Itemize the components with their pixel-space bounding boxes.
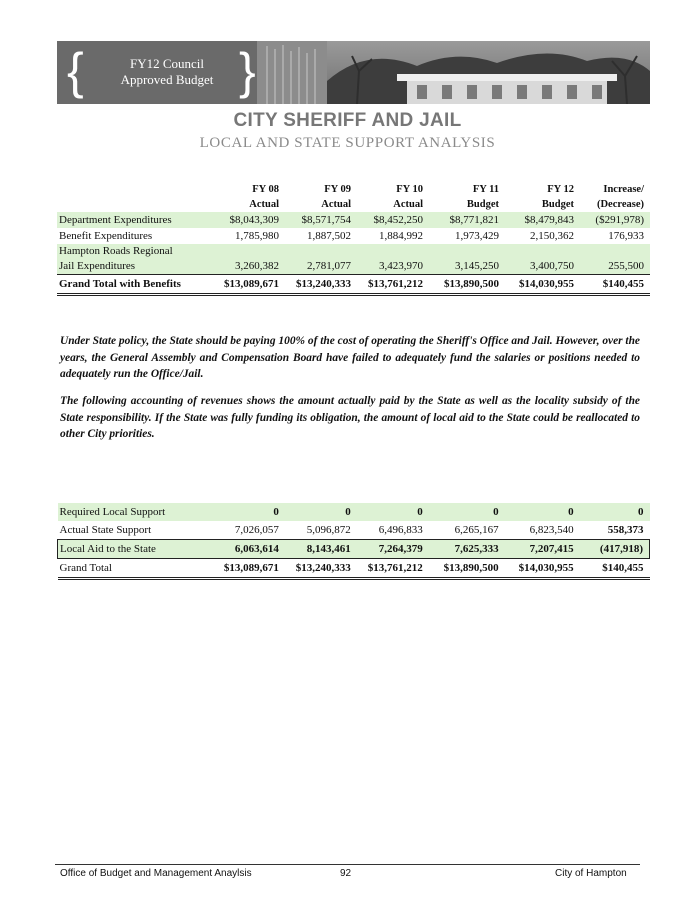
row-label: Grand Total with Benefits [57,274,205,296]
table-cell: $8,452,250 [357,212,429,228]
column-header: FY 12 Budget [541,184,574,210]
footer-office: Office of Budget and Management Anaylsis [60,868,252,879]
table-cell: $14,030,955 [504,558,580,580]
table-cell: 0 [428,503,505,521]
table-cell: 3,260,382 [205,258,285,275]
column-header: FY 08 Actual [249,184,279,210]
table-cell: $8,571,754 [285,212,357,228]
courthouse-photo [257,41,650,104]
table-cell: 1,884,992 [379,230,423,242]
table-cell: $13,761,212 [357,274,429,296]
table-cell: $14,030,955 [505,274,580,296]
table-cell: 7,026,057 [234,524,279,536]
table-cell: 2,781,077 [285,258,357,275]
table-cell: $140,455 [579,558,650,580]
table-cell: 1,887,502 [307,230,351,242]
banner-title: FY12 Council Approved Budget [97,56,237,88]
column-header: FY 11 Budget [466,184,499,210]
table-cell: 0 [504,503,580,521]
column-header: Increase/(Decrease) [596,184,644,210]
table-cell: 7,207,415 [504,539,580,559]
table-row: Required Local Support 0 0 0 0 0 0 [57,503,650,521]
header-banner: { FY12 Council Approved Budget } [57,41,650,104]
table-cell: 176,933 [608,230,644,242]
row-label: Jail Expenditures [57,258,205,275]
row-label: Required Local Support [57,503,205,521]
row-label: Department Expenditures [57,212,205,228]
table-cell: (417,918) [579,539,650,559]
table-cell: 2,150,362 [530,230,574,242]
banner-line-1: FY12 Council [129,56,205,71]
local-aid-row: Local Aid to the State 6,063,614 8,143,4… [56,539,650,559]
table-cell: 0 [204,503,285,521]
table-cell: ($291,978) [580,212,650,228]
table-cell: $13,890,500 [429,274,505,296]
table-cell: 8,143,461 [284,539,357,559]
table-cell: $13,089,671 [204,558,285,580]
left-brace-icon: { [67,43,84,99]
table-row: Hampton Roads Regional [57,244,650,258]
column-header: FY 10 Actual [393,184,423,210]
table-cell: 5,096,872 [306,524,351,536]
column-header: FY 09 Actual [321,184,351,210]
table-cell: $13,240,333 [284,558,357,580]
table-cell: 0 [579,503,650,521]
table-cell: $140,455 [580,274,650,296]
table-cell: $13,240,333 [285,274,357,296]
table-cell: 6,063,614 [204,539,285,559]
table-cell: 1,785,980 [235,230,279,242]
right-brace-icon: } [239,43,256,99]
table-cell: 7,625,333 [428,539,505,559]
footer-city: City of Hampton [555,868,627,879]
table-cell: 0 [284,503,357,521]
banner-line-2: Approved Budget [120,72,214,87]
page-number: 92 [340,868,352,879]
table-cell: 558,373 [607,524,644,536]
page-title: CITY SHERIFF AND JAIL [233,110,462,131]
table-cell: 6,823,540 [529,524,574,536]
accounting-paragraph: The following accounting of revenues sho… [60,395,640,440]
row-label: Actual State Support [59,524,152,536]
table-cell: 255,500 [580,258,650,275]
grand-total-row: Grand Total $13,089,671 $13,240,333 $13,… [57,558,650,580]
table-cell: 6,265,167 [454,524,499,536]
table-row: Actual State Support 7,026,057 5,096,872… [58,521,650,540]
grand-total-row: Grand Total with Benefits $13,089,671 $1… [57,274,650,296]
table-cell: 1,973,429 [455,230,499,242]
table-cell: 3,400,750 [505,258,580,275]
table-cell: $13,761,212 [356,558,429,580]
expenditure-table: FY 08 Actual FY 09 Actual FY 10 Actual FY 1… [57,182,650,296]
table-cell: $8,771,821 [429,212,505,228]
table-cell: $13,890,500 [428,558,505,580]
table-row: Benefit Expenditures 1,785,980 1,887,502… [57,228,650,244]
table-cell: $13,089,671 [205,274,285,296]
row-label: Grand Total [57,558,205,580]
policy-paragraph: Under State policy, the State should be … [60,335,640,380]
page-subtitle: LOCAL AND STATE SUPPORT ANALYSIS [199,135,496,151]
table-cell: 3,145,250 [429,258,505,275]
footer-divider [55,864,640,865]
table-cell: 3,423,970 [357,258,429,275]
table-cell: $8,043,309 [205,212,285,228]
table-header-row: FY 08 Actual FY 09 Actual FY 10 Actual FY 1… [57,182,650,212]
banner-label-box: { FY12 Council Approved Budget } [57,41,257,104]
table-row: Department Expenditures $8,043,309 $8,57… [57,212,650,228]
support-table: Required Local Support 0 0 0 0 0 0 Actua… [56,503,650,580]
row-label: Local Aid to the State [56,539,205,559]
table-row: Jail Expenditures 3,260,382 2,781,077 3,… [57,258,650,275]
row-label: Benefit Expenditures [59,230,153,242]
row-label: Hampton Roads Regional [57,244,650,258]
table-cell: 0 [356,503,429,521]
table-cell: 7,264,379 [356,539,429,559]
table-cell: 6,496,833 [378,524,423,536]
table-cell: $8,479,843 [505,212,580,228]
